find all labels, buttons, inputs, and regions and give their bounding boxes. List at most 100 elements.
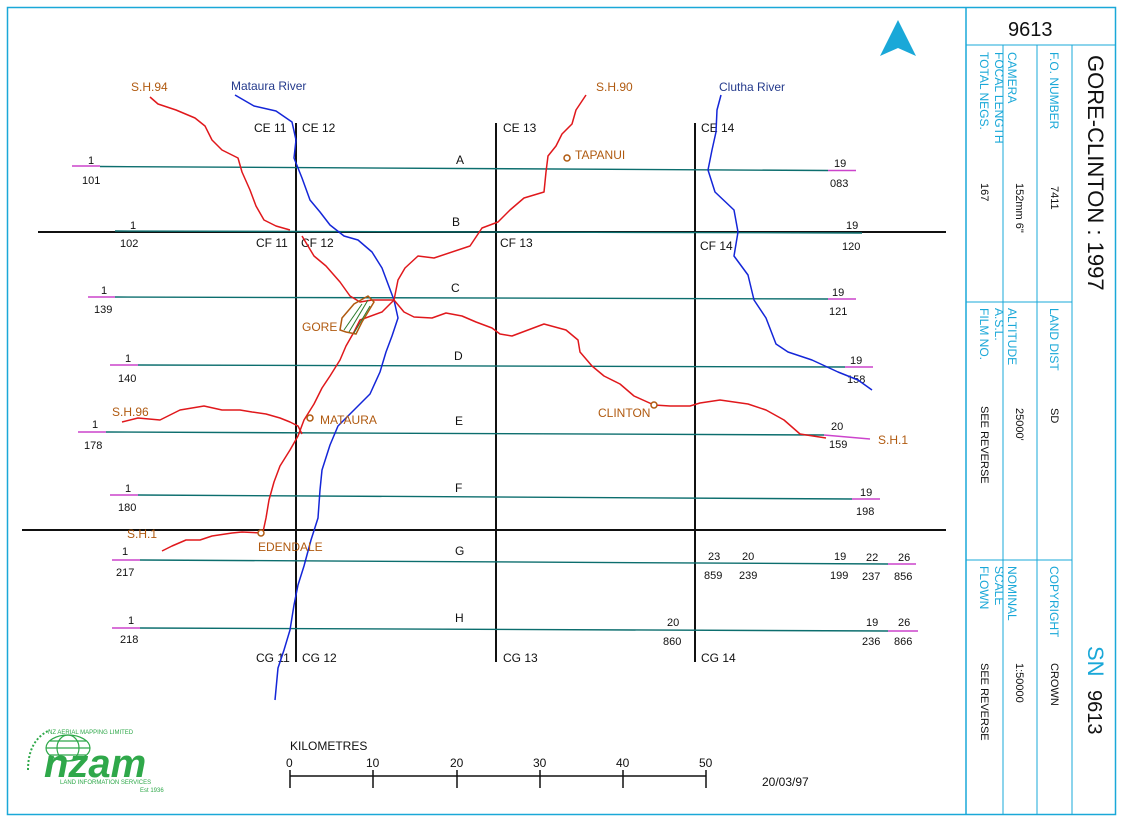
strip-e-start-bottom: 178	[84, 440, 102, 452]
logo-wordmark: nzam	[44, 742, 146, 786]
logo-est: Est 1936	[140, 788, 164, 794]
strip-h-end-bottom: 866	[894, 636, 912, 648]
road-gore-clinton	[393, 299, 827, 439]
strip-f-end-bottom: 198	[856, 506, 874, 518]
strip-end-numbers: 1 101 19 083 1 102 19 120 1 139 19 121 1…	[82, 155, 912, 648]
nzam-logo: NZ AERIAL MAPPING LIMITED nzam LAND INFO…	[27, 729, 164, 794]
flight-line-d	[137, 364, 846, 368]
strip-g-num-bottom: 239	[739, 570, 757, 582]
road-label-sh1-east: S.H.1	[878, 433, 908, 447]
flight-line-a	[99, 165, 829, 172]
place-label-tapanui: TAPANUI	[575, 148, 625, 162]
gore-hatched-area	[339, 295, 375, 335]
strip-b-end-top: 19	[846, 220, 858, 232]
strip-h-num-top: 19	[866, 617, 878, 629]
north-arrow: N	[880, 20, 916, 65]
info-value-land-dist: SD	[1048, 408, 1060, 423]
strip-g-num-top: 23	[708, 551, 720, 563]
strip-f-start-top: 1	[125, 483, 131, 495]
strip-g-num-top: 20	[742, 551, 754, 563]
sn-code: SN	[1083, 646, 1108, 677]
strip-f-end-top: 19	[860, 487, 872, 499]
info-label-land-dist: LAND DIST	[1047, 308, 1061, 371]
strip-h-num-bottom: 860	[663, 636, 681, 648]
road-sh1-north	[262, 299, 395, 533]
strip-letter-b: B	[452, 215, 460, 229]
river-clutha	[707, 94, 873, 391]
grid-label-cg14: CG 14	[701, 651, 736, 665]
strip-c-start-top: 1	[101, 285, 107, 297]
strip-d-start-bottom: 140	[118, 373, 136, 385]
place-label-mataura: MATAURA	[320, 413, 377, 427]
strip-letter-d: D	[454, 349, 463, 363]
info-value-flown: SEE REVERSE	[978, 663, 990, 741]
town-markers	[257, 154, 658, 537]
strip-g-end-bottom: 856	[894, 571, 912, 583]
info-value-nominal-scale: 1:50000	[1013, 663, 1025, 703]
strip-c-start-bottom: 139	[94, 304, 112, 316]
strip-g-end-top: 26	[898, 552, 910, 564]
grid-label-cg12: CG 12	[302, 651, 337, 665]
strip-h-start-top: 1	[128, 615, 134, 627]
scale-tick-0: 0	[286, 756, 293, 770]
grid-label-cf11: CF 11	[256, 236, 288, 250]
grid-labels: CE 11 CE 12 CE 13 CE 14 CF 11 CF 12 CF 1…	[254, 121, 736, 665]
roads	[121, 94, 827, 552]
road-sh94	[149, 96, 291, 231]
grid-label-cf13: CF 13	[500, 236, 533, 250]
info-value-film-no: SEE REVERSE	[978, 406, 990, 484]
flight-line-g	[139, 559, 889, 565]
info-label-total-negs: TOTAL NEGS.	[977, 52, 991, 130]
road-label-sh96: S.H.96	[112, 405, 149, 419]
place-label-gore: GORE	[302, 320, 337, 334]
info-label-nominal-scale: NOMINALSCALE	[992, 566, 1019, 621]
flight-line-e	[105, 431, 825, 436]
logo-arc-text: NZ AERIAL MAPPING LIMITED	[48, 730, 134, 736]
info-label-flown: FLOWN	[977, 566, 991, 609]
town-marker-mataura	[306, 414, 314, 422]
flight-line-f	[137, 494, 853, 500]
road-sh96	[121, 405, 303, 435]
flight-line-c	[114, 296, 829, 300]
strip-letters: A B C D E F G H	[451, 153, 464, 625]
globe-icon	[27, 729, 91, 771]
rivers	[234, 94, 873, 701]
info-value-total-negs: 167	[978, 183, 990, 201]
scale-tick-20: 20	[450, 756, 464, 770]
strip-c-end-bottom: 121	[829, 306, 847, 318]
road-label-sh90: S.H.90	[596, 80, 633, 94]
grid-label-cf14: CF 14	[700, 239, 733, 253]
strip-f-start-bottom: 180	[118, 502, 136, 514]
grid-label-cf12: CF 12	[301, 236, 334, 250]
grid-label-ce14: CE 14	[701, 121, 735, 135]
info-label-fo-number: F.O. NUMBER	[1047, 52, 1061, 130]
info-value-fo-number: 7411	[1048, 186, 1060, 210]
grid-label-ce13: CE 13	[503, 121, 537, 135]
road-label-sh1-south: S.H.1	[127, 527, 157, 541]
strip-h-end-top: 26	[898, 617, 910, 629]
strip-letter-f: F	[455, 481, 462, 495]
info-value-camera-focal-length: 152mm 6"	[1013, 183, 1025, 233]
strip-e-end-top: 20	[831, 421, 843, 433]
strip-g-num-bottom: 859	[704, 570, 722, 582]
strip-e-start-top: 1	[92, 419, 98, 431]
place-label-clinton: CLINTON	[598, 406, 650, 420]
map-title: GORE-CLINTON : 1997	[1083, 55, 1108, 291]
strip-g-num-bottom: 199	[830, 570, 848, 582]
north-arrow-icon	[880, 20, 916, 56]
scale-bar: KILOMETRES 0 10 20 30 40 50	[286, 739, 713, 788]
strip-g-num-top: 22	[866, 552, 878, 564]
info-value-copyright: CROWN	[1048, 663, 1060, 706]
town-marker-clinton	[650, 401, 658, 409]
town-marker-tapanui	[563, 154, 571, 162]
flight-line-e-end	[823, 434, 871, 440]
strip-d-end-top: 19	[850, 355, 862, 367]
strip-a-start-bottom: 101	[82, 175, 100, 187]
flight-line-h	[139, 627, 889, 632]
grid-label-cg11: CG 11	[256, 651, 290, 665]
strip-g-start-top: 1	[122, 546, 128, 558]
strip-a-end-top: 19	[834, 158, 846, 170]
info-label-copyright: COPYRIGHT	[1047, 566, 1061, 638]
town-marker-edendale	[257, 529, 265, 537]
river-label-clutha: Clutha River	[719, 80, 785, 94]
